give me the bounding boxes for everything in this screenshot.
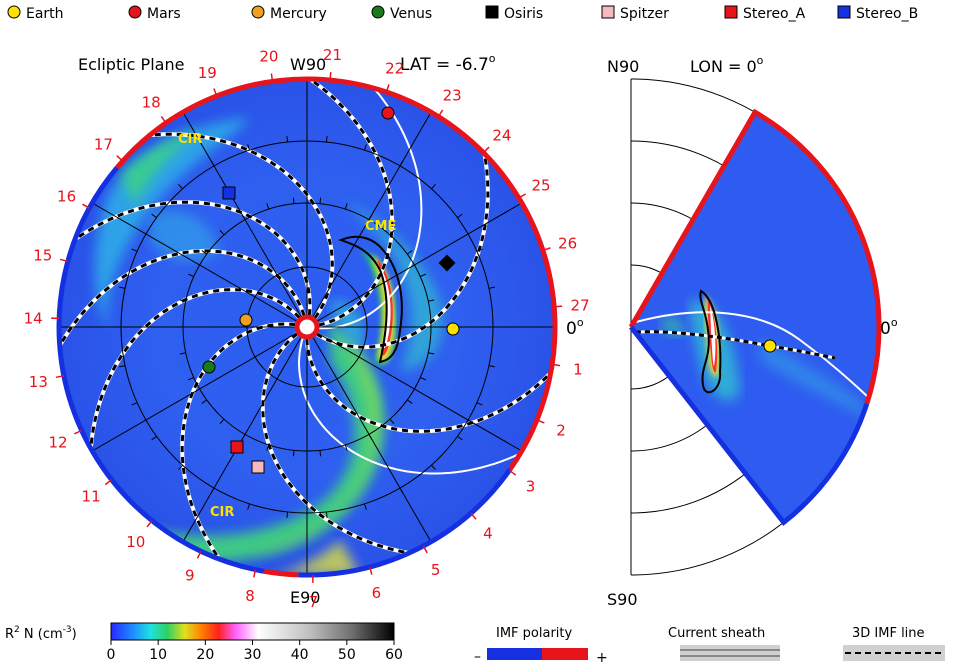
n90-label: N90 bbox=[607, 57, 639, 76]
imf-polarity-rim-negative bbox=[56, 165, 513, 578]
e90-label: E90 bbox=[290, 588, 320, 607]
object-legend: Earth Mars Mercury Venus Osiris Spitzer Stereo… bbox=[7, 5, 918, 22]
legend-label: Spitzer bbox=[620, 6, 669, 22]
carrington-label: 23 bbox=[443, 87, 462, 105]
sun-inner-boundary bbox=[294, 314, 320, 340]
lon-label: LON = 0o bbox=[690, 54, 764, 76]
carrington-label: 9 bbox=[185, 567, 195, 585]
carrington-label: 26 bbox=[558, 234, 577, 252]
carrington-label: 2 bbox=[556, 422, 566, 440]
carrington-label: 5 bbox=[431, 561, 441, 579]
cir-label-upper: CIR bbox=[178, 132, 202, 147]
meridional-zero-label: 0o bbox=[880, 316, 898, 339]
imf-spiral-lines bbox=[59, 79, 555, 575]
carrington-label: 22 bbox=[385, 59, 404, 77]
carrington-label: 10 bbox=[126, 533, 145, 551]
meridional-rim-negative bbox=[629, 325, 870, 526]
carrington-label: 6 bbox=[372, 584, 382, 602]
imf-line-key: 3D IMF line bbox=[843, 626, 945, 661]
carrington-label: 18 bbox=[142, 94, 161, 112]
current-sheath-title: Current sheath bbox=[668, 626, 765, 641]
imf-plus: + bbox=[596, 650, 608, 666]
stereo-b-marker bbox=[222, 186, 236, 200]
imf-polarity-rim-positive bbox=[115, 76, 558, 578]
carrington-label: 15 bbox=[33, 247, 52, 265]
spitzer-marker bbox=[251, 460, 265, 474]
w90-label: W90 bbox=[290, 55, 326, 74]
legend-label: Earth bbox=[26, 6, 64, 22]
mars-marker bbox=[381, 106, 395, 120]
carrington-label: 11 bbox=[82, 488, 101, 506]
legend-marker bbox=[724, 5, 738, 19]
colorbar-ticks: 0 10 20 30 40 50 60 bbox=[107, 640, 403, 663]
carrington-label: 1 bbox=[573, 360, 583, 378]
legend-marker bbox=[128, 5, 142, 19]
carrington-label: 7 bbox=[309, 593, 319, 611]
legend-label: Stereo_A bbox=[743, 6, 806, 22]
colorbar-tick-label: 20 bbox=[196, 647, 214, 663]
cme-label: CME bbox=[365, 219, 396, 234]
colorbar-tick-label: 50 bbox=[338, 647, 356, 663]
legend-label: Mercury bbox=[270, 6, 327, 22]
carrington-label: 14 bbox=[24, 309, 43, 327]
carrington-label: 19 bbox=[198, 64, 217, 82]
carrington-rotation-labels: 20 21222324252627123456789101112131415161… bbox=[24, 46, 590, 611]
imf-polarity-title: IMF polarity bbox=[496, 626, 572, 641]
imf-negative-swatch bbox=[487, 648, 542, 660]
carrington-label: 4 bbox=[483, 525, 493, 543]
carrington-label: 3 bbox=[526, 477, 536, 495]
meridional-rim-positive bbox=[628, 108, 882, 405]
colorbar-tick-label: 40 bbox=[291, 647, 309, 663]
venus-marker bbox=[202, 360, 216, 374]
legend-label: Osiris bbox=[504, 6, 543, 22]
legend-label: Stereo_B bbox=[856, 6, 918, 22]
colorbar-tick-label: 10 bbox=[149, 647, 167, 663]
stereo-a-marker bbox=[230, 440, 244, 454]
carrington-label: 12 bbox=[48, 433, 67, 451]
legend-marker bbox=[251, 5, 265, 19]
ecliptic-zero-label: 0o bbox=[566, 316, 584, 339]
colorbar-tick-label: 60 bbox=[385, 647, 403, 663]
legend-marker bbox=[837, 5, 851, 19]
carrington-label: 8 bbox=[245, 587, 255, 605]
carrington-label: 16 bbox=[57, 188, 76, 206]
carrington-label: 21 bbox=[323, 46, 342, 64]
cir-label-lower: CIR bbox=[210, 505, 234, 520]
imf-minus: – bbox=[474, 649, 481, 665]
carrington-label: 27 bbox=[571, 297, 590, 315]
density-colorbar: R2 N (cm-3) 0 10 20 30 40 50 60 bbox=[5, 622, 403, 663]
legend-marker bbox=[485, 5, 499, 19]
meridional-earth-marker bbox=[763, 339, 777, 353]
mercury-marker bbox=[239, 313, 253, 327]
legend-marker bbox=[601, 5, 615, 19]
imf-positive-swatch bbox=[542, 648, 588, 660]
colorbar-label: R2 N (cm-3) bbox=[5, 625, 77, 642]
meridional-cme-contour bbox=[699, 289, 722, 394]
colorbar-tick-label: 30 bbox=[244, 647, 262, 663]
legend-marker bbox=[7, 5, 21, 19]
lat-label: LAT = -6.7o bbox=[400, 52, 496, 75]
carrington-label: 25 bbox=[531, 177, 550, 195]
carrington-label: 13 bbox=[29, 373, 48, 391]
carrington-label: 20 bbox=[259, 48, 278, 66]
earth-marker bbox=[446, 322, 460, 336]
ecliptic-plane-panel: Ecliptic Plane W90 E90 LAT = -6.7o 0o CM… bbox=[24, 46, 590, 611]
imf-line-title: 3D IMF line bbox=[852, 626, 925, 641]
current-sheath-key: Current sheath bbox=[668, 626, 780, 661]
carrington-label: 24 bbox=[492, 126, 511, 144]
meridional-wedge bbox=[631, 112, 879, 523]
legend-label: Mars bbox=[147, 6, 181, 22]
s90-label: S90 bbox=[607, 590, 638, 609]
osiris-marker bbox=[438, 254, 456, 272]
meridional-panel: N90 S90 LON = 0o 0o bbox=[607, 54, 898, 609]
ecliptic-title: Ecliptic Plane bbox=[78, 55, 184, 74]
colorbar-tick-label: 0 bbox=[107, 647, 116, 663]
legend-label: Venus bbox=[390, 6, 432, 22]
imf-polarity-key: IMF polarity – + bbox=[474, 626, 608, 666]
legend-marker bbox=[371, 5, 385, 19]
cme-contour bbox=[338, 235, 403, 364]
colorbar-gradient bbox=[110, 622, 395, 641]
carrington-label: 17 bbox=[94, 136, 113, 154]
